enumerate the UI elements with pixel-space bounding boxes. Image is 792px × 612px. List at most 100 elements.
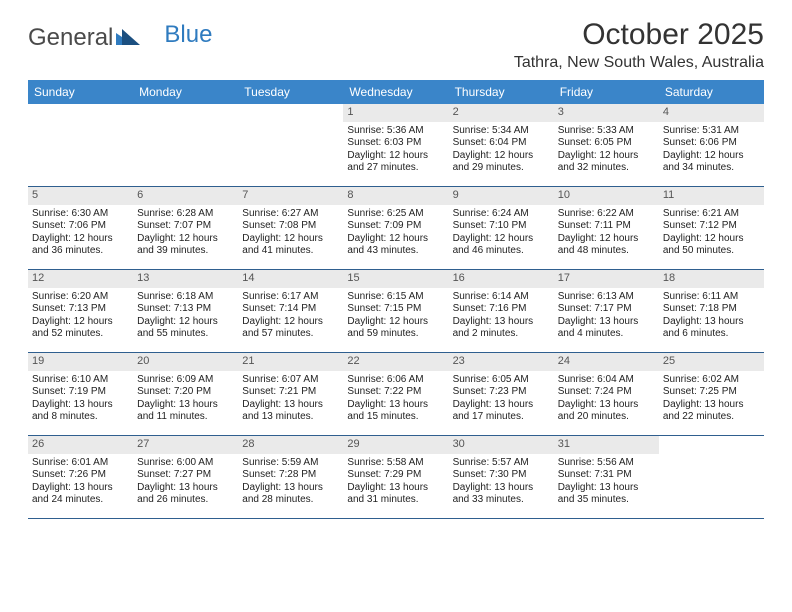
sunset-text: Sunset: 7:07 PM bbox=[137, 220, 234, 233]
day-number: 10 bbox=[554, 187, 659, 205]
day-header-tuesday: Tuesday bbox=[238, 80, 343, 104]
day-cell: 5 Sunrise: 6:30 AMSunset: 7:06 PMDaylight… bbox=[28, 187, 133, 269]
sunset-text: Sunset: 7:15 PM bbox=[347, 303, 444, 316]
daylight-text: Daylight: 12 hours and 27 minutes. bbox=[347, 150, 444, 175]
day-number: 14 bbox=[238, 270, 343, 288]
day-header-saturday: Saturday bbox=[659, 80, 764, 104]
sunrise-text: Sunrise: 6:00 AM bbox=[137, 457, 234, 470]
sunrise-text: Sunrise: 6:05 AM bbox=[453, 374, 550, 387]
day-cell: 7Sunrise: 6:27 AMSunset: 7:08 PMDaylight… bbox=[238, 187, 343, 269]
daylight-text: Daylight: 12 hours and 55 minutes. bbox=[137, 316, 234, 341]
day-number: 9 bbox=[449, 187, 554, 205]
sunset-text: Sunset: 7:13 PM bbox=[137, 303, 234, 316]
sunset-text: Sunset: 7:24 PM bbox=[558, 386, 655, 399]
sunset-text: Sunset: 7:09 PM bbox=[347, 220, 444, 233]
sunrise-text: Sunrise: 6:30 AM bbox=[32, 208, 129, 221]
daylight-text: Daylight: 13 hours and 22 minutes. bbox=[663, 399, 760, 424]
day-cell: 17Sunrise: 6:13 AMSunset: 7:17 PMDayligh… bbox=[554, 270, 659, 352]
day-header-sunday: Sunday bbox=[28, 80, 133, 104]
sunset-text: Sunset: 7:16 PM bbox=[453, 303, 550, 316]
sunrise-text: Sunrise: 6:15 AM bbox=[347, 291, 444, 304]
sunrise-text: Sunrise: 5:59 AM bbox=[242, 457, 339, 470]
day-number: 12 bbox=[28, 270, 133, 288]
day-cell: 13Sunrise: 6:18 AMSunset: 7:13 PMDayligh… bbox=[133, 270, 238, 352]
logo-text-general: General bbox=[28, 24, 113, 52]
day-number: 16 bbox=[449, 270, 554, 288]
day-cell: 10 Sunrise: 6:22 AMSunset: 7:11 PMDayligh… bbox=[554, 187, 659, 269]
sunrise-text: Sunrise: 5:33 AM bbox=[558, 125, 655, 138]
day-number: 26 bbox=[28, 436, 133, 454]
daylight-text: Daylight: 12 hours and 32 minutes. bbox=[558, 150, 655, 175]
day-number: 22 bbox=[343, 353, 448, 371]
page-title: October 2025 bbox=[514, 18, 764, 52]
page: General Blue October 2025 Tathra, New So… bbox=[0, 0, 792, 529]
day-number: 5 bbox=[28, 187, 133, 205]
daylight-text: Daylight: 13 hours and 4 minutes. bbox=[558, 316, 655, 341]
sunset-text: Sunset: 7:25 PM bbox=[663, 386, 760, 399]
daylight-text: Daylight: 13 hours and 28 minutes. bbox=[242, 482, 339, 507]
sunset-text: Sunset: 7:08 PM bbox=[242, 220, 339, 233]
day-number: 27 bbox=[133, 436, 238, 454]
day-cell: 18Sunrise: 6:11 AMSunset: 7:18 PMDayligh… bbox=[659, 270, 764, 352]
day-number: 4 bbox=[659, 104, 764, 122]
week-row: 26Sunrise: 6:01 AMSunset: 7:26 PMDayligh… bbox=[28, 436, 764, 519]
day-header-wednesday: Wednesday bbox=[343, 80, 448, 104]
day-number: 8 bbox=[343, 187, 448, 205]
daylight-text: Daylight: 13 hours and 8 minutes. bbox=[32, 399, 129, 424]
sunset-text: Sunset: 7:26 PM bbox=[32, 469, 129, 482]
title-block: October 2025 Tathra, New South Wales, Au… bbox=[514, 18, 764, 72]
sunrise-text: Sunrise: 6:28 AM bbox=[137, 208, 234, 221]
day-number: 6 bbox=[133, 187, 238, 205]
day-cell: 14Sunrise: 6:17 AMSunset: 7:14 PMDayligh… bbox=[238, 270, 343, 352]
sunrise-text: Sunrise: 6:04 AM bbox=[558, 374, 655, 387]
day-number: 11 bbox=[659, 187, 764, 205]
sunrise-text: Sunrise: 5:34 AM bbox=[453, 125, 550, 138]
daylight-text: Daylight: 12 hours and 36 minutes. bbox=[32, 233, 129, 258]
day-cell: 8Sunrise: 6:25 AMSunset: 7:09 PMDaylight… bbox=[343, 187, 448, 269]
week-row: 12Sunrise: 6:20 AMSunset: 7:13 PMDayligh… bbox=[28, 270, 764, 353]
day-cell: 19Sunrise: 6:10 AMSunset: 7:19 PMDayligh… bbox=[28, 353, 133, 435]
sunrise-text: Sunrise: 5:57 AM bbox=[453, 457, 550, 470]
day-cell: 29Sunrise: 5:58 AMSunset: 7:29 PMDayligh… bbox=[343, 436, 448, 518]
day-number: 28 bbox=[238, 436, 343, 454]
sunset-text: Sunset: 7:06 PM bbox=[32, 220, 129, 233]
sunset-text: Sunset: 7:13 PM bbox=[32, 303, 129, 316]
day-number: 31 bbox=[554, 436, 659, 454]
sunset-text: Sunset: 6:04 PM bbox=[453, 137, 550, 150]
day-header-thursday: Thursday bbox=[449, 80, 554, 104]
week-row: 1Sunrise: 5:36 AMSunset: 6:03 PMDaylight… bbox=[28, 104, 764, 187]
sunrise-text: Sunrise: 6:22 AM bbox=[558, 208, 655, 221]
sunset-text: Sunset: 7:10 PM bbox=[453, 220, 550, 233]
sunset-text: Sunset: 7:31 PM bbox=[558, 469, 655, 482]
daylight-text: Daylight: 13 hours and 31 minutes. bbox=[347, 482, 444, 507]
day-number: 30 bbox=[449, 436, 554, 454]
day-cell: 31Sunrise: 5:56 AMSunset: 7:31 PMDayligh… bbox=[554, 436, 659, 518]
daylight-text: Daylight: 12 hours and 34 minutes. bbox=[663, 150, 760, 175]
daylight-text: Daylight: 13 hours and 24 minutes. bbox=[32, 482, 129, 507]
day-number: 13 bbox=[133, 270, 238, 288]
day-cell: 22Sunrise: 6:06 AMSunset: 7:22 PMDayligh… bbox=[343, 353, 448, 435]
daylight-text: Daylight: 12 hours and 52 minutes. bbox=[32, 316, 129, 341]
daylight-text: Daylight: 12 hours and 48 minutes. bbox=[558, 233, 655, 258]
day-cell: 4Sunrise: 5:31 AMSunset: 6:06 PMDaylight… bbox=[659, 104, 764, 186]
day-number: 19 bbox=[28, 353, 133, 371]
day-cell: 24Sunrise: 6:04 AMSunset: 7:24 PMDayligh… bbox=[554, 353, 659, 435]
sunset-text: Sunset: 7:19 PM bbox=[32, 386, 129, 399]
weeks-container: 1Sunrise: 5:36 AMSunset: 6:03 PMDaylight… bbox=[28, 104, 764, 519]
logo: General Blue bbox=[28, 18, 212, 52]
page-subtitle: Tathra, New South Wales, Australia bbox=[514, 54, 764, 72]
sunset-text: Sunset: 7:18 PM bbox=[663, 303, 760, 316]
daylight-text: Daylight: 13 hours and 15 minutes. bbox=[347, 399, 444, 424]
day-cell: 23Sunrise: 6:05 AMSunset: 7:23 PMDayligh… bbox=[449, 353, 554, 435]
daylight-text: Daylight: 12 hours and 59 minutes. bbox=[347, 316, 444, 341]
sunset-text: Sunset: 7:11 PM bbox=[558, 220, 655, 233]
day-cell: 12Sunrise: 6:20 AMSunset: 7:13 PMDayligh… bbox=[28, 270, 133, 352]
daylight-text: Daylight: 13 hours and 13 minutes. bbox=[242, 399, 339, 424]
daylight-text: Daylight: 13 hours and 26 minutes. bbox=[137, 482, 234, 507]
day-number: 3 bbox=[554, 104, 659, 122]
logo-text-blue: Blue bbox=[164, 21, 212, 49]
sunrise-text: Sunrise: 6:27 AM bbox=[242, 208, 339, 221]
sunset-text: Sunset: 7:21 PM bbox=[242, 386, 339, 399]
day-cell: 1Sunrise: 5:36 AMSunset: 6:03 PMDaylight… bbox=[343, 104, 448, 186]
sunset-text: Sunset: 7:14 PM bbox=[242, 303, 339, 316]
